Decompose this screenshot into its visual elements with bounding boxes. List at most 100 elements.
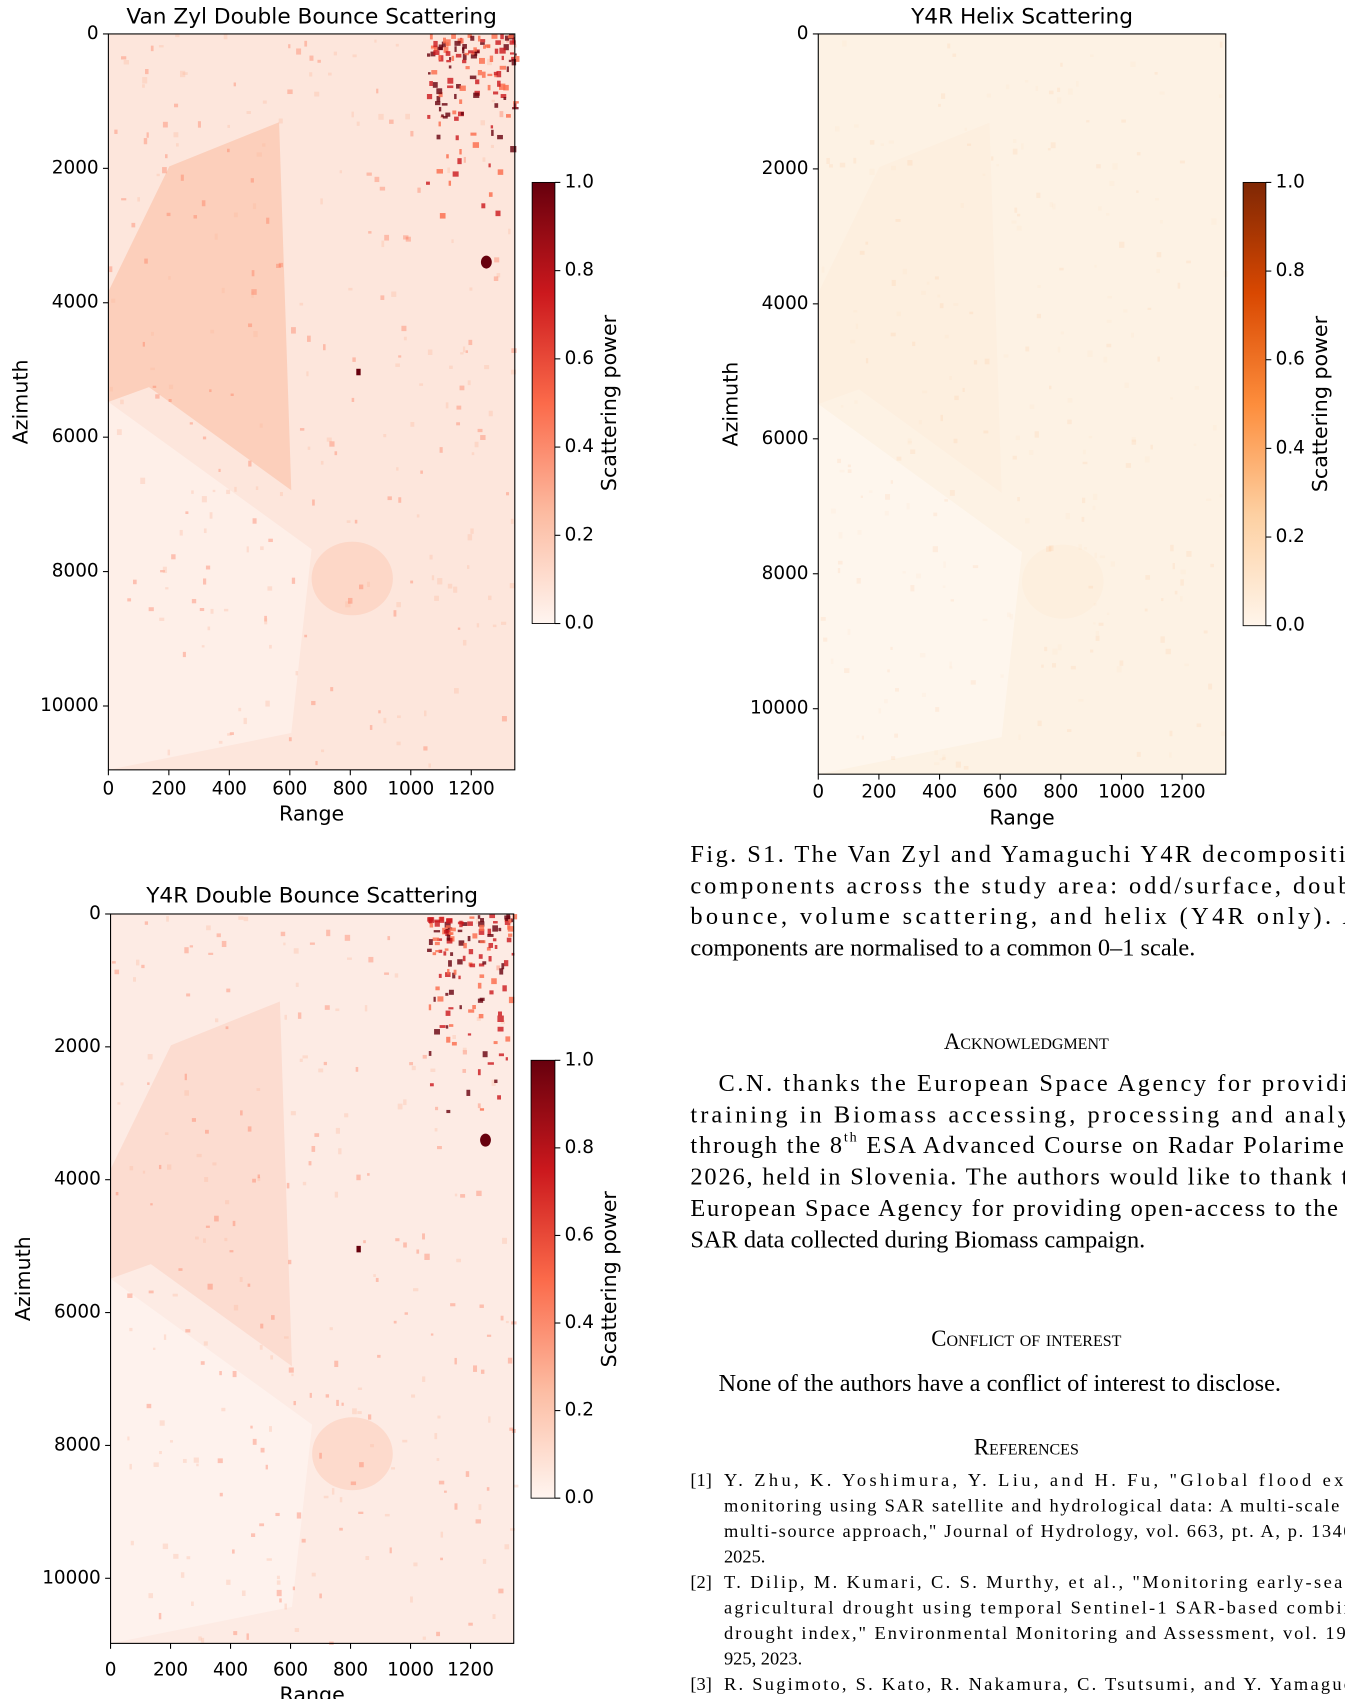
texture-speckle	[869, 168, 875, 175]
texture-speckle	[288, 1367, 294, 1373]
texture-speckle	[508, 59, 512, 63]
texture-speckle	[209, 512, 213, 519]
texture-speckle	[233, 1304, 239, 1311]
texture-speckle	[493, 1041, 498, 1045]
texture-speckle	[486, 947, 491, 951]
texture-speckle	[410, 130, 414, 137]
texture-speckle	[276, 1580, 281, 1585]
texture-speckle	[890, 332, 896, 337]
texture-speckle	[472, 142, 480, 148]
texture-speckle	[497, 1095, 501, 1100]
texture-speckle	[218, 740, 223, 744]
texture-speckle	[1036, 313, 1041, 319]
texture-speckle	[459, 385, 465, 391]
y-tick-label: 4000	[52, 292, 99, 313]
texture-speckle	[150, 367, 155, 371]
texture-speckle	[223, 33, 228, 40]
texture-speckle	[907, 160, 913, 166]
y-tick-label: 10000	[40, 695, 99, 716]
texture-speckle	[479, 997, 485, 1001]
texture-speckle	[140, 477, 146, 485]
texture-speckle	[479, 974, 485, 978]
texture-speckle	[378, 710, 381, 714]
texture-speckle	[445, 972, 451, 978]
texture-speckle	[487, 928, 492, 936]
texture-speckle	[446, 934, 451, 941]
texture-speckle	[508, 933, 513, 937]
texture-speckle	[434, 595, 439, 601]
texture-speckle	[1057, 87, 1061, 92]
texture-speckle	[401, 325, 407, 332]
texture-speckle	[469, 963, 476, 968]
texture-speckle	[165, 154, 168, 159]
texture-speckle	[186, 993, 191, 997]
texture-speckle	[505, 1036, 511, 1042]
texture-speckle	[114, 969, 120, 975]
texture-speckle	[212, 489, 216, 493]
text-run: ESA Advanced Course on Radar Polarimetr	[858, 1132, 1345, 1159]
texture-speckle	[1106, 213, 1110, 216]
texture-speckle	[445, 1010, 451, 1016]
texture-speckle	[479, 1304, 484, 1308]
texture-speckle	[444, 948, 449, 951]
texture-speckle	[191, 598, 197, 604]
texture-region	[311, 541, 393, 616]
texture-region	[1022, 544, 1104, 619]
texture-speckle	[438, 121, 441, 127]
texture-speckle	[475, 1519, 481, 1524]
texture-speckle	[982, 618, 988, 622]
texture-speckle	[308, 1161, 312, 1166]
texture-speckle	[448, 180, 452, 186]
texture-speckle	[227, 124, 231, 128]
texture-speckle	[468, 50, 474, 54]
texture-speckle	[411, 1065, 416, 1071]
texture-speckle	[887, 669, 890, 673]
texture-speckle	[384, 972, 389, 975]
y-tick-label: 8000	[762, 563, 809, 584]
texture-speckle	[494, 257, 500, 263]
texture-speckle	[1161, 598, 1164, 602]
texture-speckle	[433, 930, 441, 933]
texture-speckle	[1177, 282, 1181, 289]
axes-frame	[107, 33, 516, 771]
x-tick-label: 600	[983, 782, 1018, 803]
texture-speckle	[175, 34, 180, 38]
texture-speckle	[507, 1357, 513, 1364]
texture-speckle	[460, 1194, 466, 1198]
colorbar-tick-label: 0.0	[565, 613, 594, 634]
texture-speckle	[363, 1240, 366, 1244]
texture-speckle	[1052, 663, 1057, 668]
colorbar-tick-label: 0.4	[1276, 437, 1305, 458]
texture-speckle	[451, 1041, 457, 1046]
texture-speckle	[1060, 331, 1064, 335]
texture-speckle	[440, 1531, 444, 1538]
texture-speckle	[1049, 202, 1054, 208]
texture-speckle	[145, 69, 149, 75]
texture-speckle	[1090, 54, 1094, 57]
texture-speckle	[1011, 220, 1017, 224]
texture-speckle	[895, 688, 900, 692]
texture-speckle	[477, 1069, 481, 1076]
texture-speckle	[383, 717, 387, 724]
texture-speckle	[267, 586, 273, 591]
texture-speckle	[207, 626, 211, 631]
texture-speckle	[435, 1106, 439, 1111]
texture-speckle	[472, 933, 478, 939]
texture-speckle	[492, 624, 497, 628]
texture-speckle	[839, 162, 846, 168]
texture-speckle	[494, 74, 497, 78]
texture-speckle	[209, 389, 212, 393]
texture-speckle	[293, 948, 299, 954]
texture-speckle	[434, 941, 440, 946]
texture-speckle	[952, 53, 957, 57]
texture-speckle	[129, 1327, 133, 1332]
texture-speckle	[304, 40, 308, 47]
texture-speckle	[238, 707, 242, 712]
texture-speckle	[447, 85, 454, 89]
texture-speckle	[1082, 461, 1088, 465]
texture-speckle	[369, 725, 373, 730]
texture-speckle	[206, 925, 211, 931]
texture-speckle	[1119, 241, 1125, 248]
texture-speckle	[454, 93, 457, 100]
